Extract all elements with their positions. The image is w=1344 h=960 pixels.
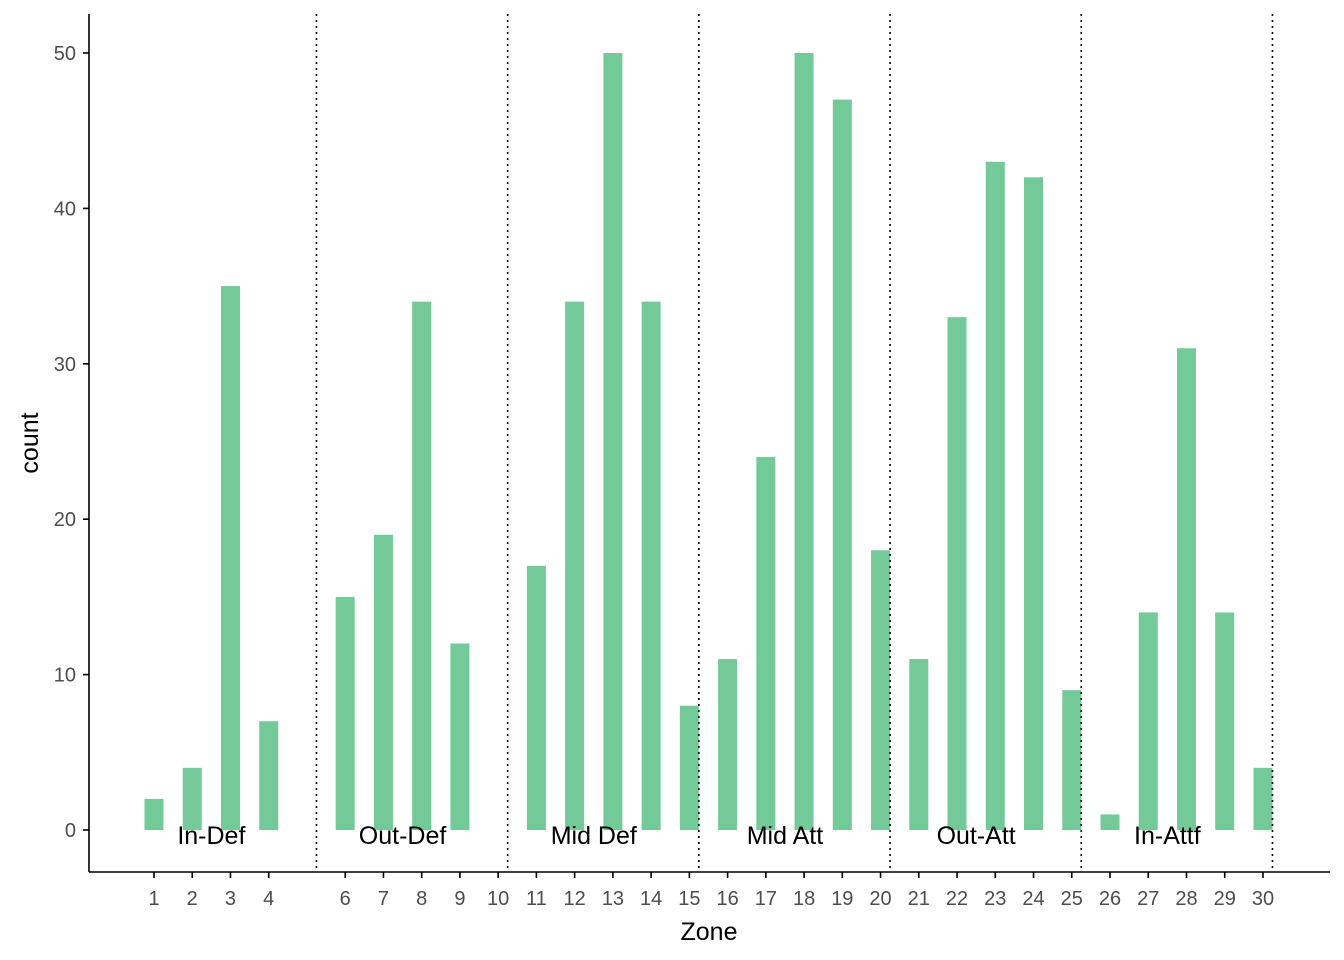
x-tick-label: 30 <box>1252 888 1274 910</box>
x-tick-label: 29 <box>1214 888 1236 910</box>
bar-zone-4 <box>259 721 279 830</box>
bar-zone-2 <box>182 767 202 830</box>
bar-zone-25 <box>1062 690 1082 830</box>
bar-zone-6 <box>335 596 355 830</box>
bar-zone-19 <box>832 99 852 831</box>
zone-separators <box>315 14 1274 872</box>
x-tick-label: 4 <box>263 888 274 910</box>
bar-zone-27 <box>1138 612 1158 830</box>
zone-annotation: Mid Def <box>551 822 637 850</box>
zone-annotation: Out-Def <box>359 822 447 850</box>
bar-zone-9 <box>450 643 470 830</box>
bar-zone-11 <box>526 565 546 830</box>
bar-zone-24 <box>1024 177 1044 830</box>
zone-annotations: In-Def Out-Def Mid Def Mid Att Out-Att In-Att… <box>177 822 1200 850</box>
x-tick-label: 3 <box>225 888 236 910</box>
bar-zone-22 <box>947 317 967 830</box>
x-tick-label: 18 <box>793 888 815 910</box>
bar-zone-30 <box>1253 767 1273 830</box>
x-tick-label: 25 <box>1061 888 1083 910</box>
bar-zone-20 <box>871 550 891 830</box>
y-tick-label: 20 <box>54 509 76 531</box>
x-tick-label: 22 <box>946 888 968 910</box>
bar-zone-17 <box>756 457 776 830</box>
bar-zone-7 <box>373 534 393 830</box>
bar-zone-12 <box>565 301 585 830</box>
bar-zone-18 <box>794 53 814 830</box>
y-tick-label: 10 <box>54 665 76 687</box>
bar-zone-26 <box>1100 814 1120 830</box>
x-tick-label: 21 <box>908 888 930 910</box>
bar-zone-1 <box>144 798 164 830</box>
x-tick-label: 8 <box>416 888 427 910</box>
bar-zone-8 <box>412 301 432 830</box>
x-tick-label: 17 <box>755 888 777 910</box>
bar-zone-28 <box>1176 348 1196 830</box>
y-tick-label: 30 <box>54 354 76 376</box>
bar-zone-13 <box>603 53 623 830</box>
zone-annotation: Mid Att <box>747 822 823 850</box>
y-ticks: 0 10 20 30 40 50 <box>54 43 89 842</box>
bar-zone-16 <box>718 659 738 830</box>
x-tick-label: 7 <box>378 888 389 910</box>
x-tick-label: 27 <box>1137 888 1159 910</box>
y-tick-label: 40 <box>54 198 76 220</box>
x-tick-label: 16 <box>716 888 738 910</box>
y-axis-title: count <box>16 412 44 473</box>
bars-layer <box>144 53 1273 831</box>
x-tick-label: 11 <box>526 888 547 910</box>
x-tick-label: 23 <box>984 888 1006 910</box>
bar-zone-23 <box>985 161 1005 830</box>
zone-annotation: In-Def <box>177 822 245 850</box>
x-tick-label: 1 <box>148 888 159 910</box>
x-tick-label: 14 <box>640 888 662 910</box>
axes <box>88 14 1330 873</box>
x-tick-label: 6 <box>340 888 351 910</box>
bar-zone-3 <box>220 286 240 831</box>
x-tick-label: 26 <box>1099 888 1121 910</box>
x-tick-label: 12 <box>564 888 586 910</box>
bar-zone-21 <box>909 659 929 830</box>
x-tick-label: 20 <box>869 888 891 910</box>
zone-annotation: Out-Att <box>937 822 1016 850</box>
x-ticks: 1 2 3 4 6 7 8 9 10 11 12 13 14 15 16 17 18 19 20 21 22 23 24 25… <box>148 872 1274 910</box>
x-tick-label: 9 <box>454 888 465 910</box>
x-tick-label: 19 <box>831 888 853 910</box>
x-tick-label: 2 <box>187 888 198 910</box>
y-tick-label: 0 <box>65 820 76 842</box>
bar-zone-14 <box>641 301 661 830</box>
x-tick-label: 13 <box>602 888 624 910</box>
x-tick-label: 24 <box>1022 888 1044 910</box>
x-tick-label: 10 <box>487 888 509 910</box>
y-tick-label: 50 <box>54 43 76 65</box>
zone-annotation: In-Attf <box>1134 822 1201 850</box>
bar-zone-15 <box>679 705 699 830</box>
x-tick-label: 15 <box>678 888 700 910</box>
bar-zone-29 <box>1215 612 1235 830</box>
x-axis-title: Zone <box>681 918 738 946</box>
x-tick-label: 28 <box>1175 888 1197 910</box>
